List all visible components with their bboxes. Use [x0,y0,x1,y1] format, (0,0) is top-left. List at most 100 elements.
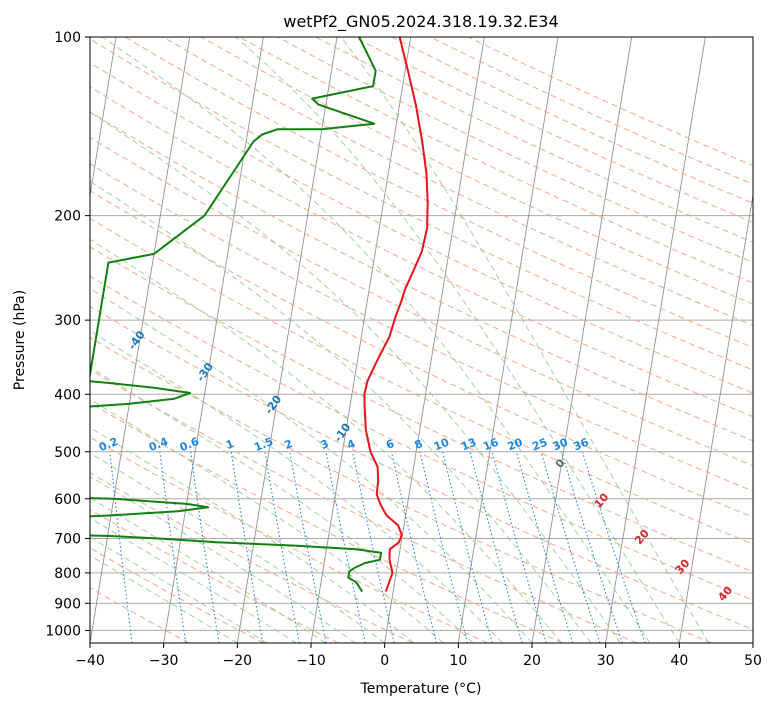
moist-adiabat-line [90,554,238,643]
mixing-ratio-label: 2 [283,437,295,452]
moist-adiabat-line [90,111,621,643]
moist-adiabat-line [90,366,474,643]
isotherm-line [457,37,559,643]
x-tick-label: −10 [296,653,326,669]
mixing-ratio-label: 4 [345,437,357,452]
dry-adiabat-line [90,369,638,643]
dry-adiabat-line [124,37,753,349]
x-tick-label: 40 [670,653,688,669]
y-axis-label: Pressure (hPa) [12,290,28,390]
isotherm-line [90,37,117,199]
mixing-ratio-label: 20 [506,436,525,454]
y-axis-ticks: 100 200 300 400 500 600 700 800 900 1000 [45,30,90,639]
y-tick-label: 600 [54,492,81,508]
mixing-ratio-label: 25 [530,436,549,454]
mixing-ratio-line [352,451,395,643]
dewpoint-profile-line [90,37,383,593]
dry-adiabat-line [391,37,753,204]
isotherm-line [90,37,191,643]
x-tick-label: 0 [380,653,389,669]
dry-adiabat-line [90,111,753,442]
moist-adiabat-line [90,238,562,643]
moist-adiabat-line [90,475,356,643]
moist-adiabat-line [90,287,533,643]
mixing-ratio-label: 16 [481,436,500,454]
y-tick-label: 100 [54,30,81,46]
x-tick-label: 20 [523,653,541,669]
moist-adiabat-line [340,37,710,643]
mixing-ratio-line [159,451,187,643]
dry-adiabat-line [90,38,753,371]
dry-adiabat-line [315,37,753,243]
mixing-ratio-line [109,451,133,643]
mixing-ratio-line [561,451,623,643]
mixing-ratio-line [230,451,264,643]
isotherm-label: -50 [60,281,82,305]
x-tick-label: 50 [744,653,762,669]
temperature-profile-line [363,37,429,592]
dry-adiabat-line [90,190,753,518]
y-tick-label: 400 [54,387,81,403]
moist-adiabat-line [90,180,592,643]
dry-adiabat-line [90,402,563,643]
mixing-ratio-line [491,451,547,643]
isotherm-line [384,37,485,643]
y-tick-label: 300 [54,313,81,329]
mixing-ratio-line [581,451,646,643]
dry-adiabat-line [90,86,753,418]
dry-adiabat-line [162,37,753,327]
mixing-ratio-label: 36 [572,436,591,454]
dry-adiabat-line [429,37,753,185]
x-tick-label: −20 [223,653,253,669]
moist-adiabat-label: 20 [632,527,652,547]
dry-adiabat-line [277,37,753,263]
moist-adiabat-label: 10 [592,490,612,510]
mixing-ratio-lines [109,451,646,643]
dry-adiabat-line [90,587,190,643]
dry-adiabat-line [90,217,753,545]
mixing-ratio-label: 10 [432,436,451,454]
isobar-grid [90,37,753,631]
isotherm-line [678,192,753,643]
x-tick-label: 10 [449,653,467,669]
mixing-ratio-line [190,451,220,643]
dry-adiabat-line [90,436,488,643]
dry-adiabat-line [90,336,712,643]
mixing-ratio-line [289,451,327,643]
x-axis-ticks: −40 −30 −20 −10 0 10 20 30 40 50 [75,643,762,669]
y-tick-label: 200 [54,209,81,225]
mixing-ratio-label: 13 [459,436,478,454]
dry-adiabat-line [239,37,753,284]
dry-adiabat-line [90,472,414,643]
moist-adiabats [90,37,710,643]
mixing-ratio-line [419,451,469,643]
moist-adiabat-line [90,497,326,643]
moist-adiabat-line [90,398,444,643]
x-tick-label: −30 [149,653,179,669]
isotherm-label: -40 [126,328,148,352]
dry-adiabat-line [90,508,339,643]
mixing-ratio-line [515,451,574,643]
moist-adiabat-line [90,426,415,643]
isotherm-line [163,37,264,643]
mixing-ratio-line [325,451,366,643]
x-axis-label: Temperature (°C) [360,681,482,697]
y-tick-label: 500 [54,445,81,461]
mixing-ratio-line [540,451,601,643]
moist-adiabat-line [90,330,503,643]
mixing-ratio-label: 8 [413,437,425,452]
mixing-ratio-label: 3 [319,437,331,452]
mixing-ratio-label: 6 [384,437,396,452]
moist-adiabat-line [90,452,385,643]
isotherm-label: -30 [194,360,216,384]
moist-adiabat-line [90,536,268,643]
isotherm-line [752,640,753,643]
mixing-ratio-line [390,451,437,643]
y-tick-label: 900 [54,596,81,612]
isotherm-line [236,37,338,643]
x-tick-label: −40 [75,653,105,669]
y-tick-label: 1000 [45,623,81,639]
isotherm-label: -60 [0,237,15,261]
dry-adiabat-line [353,37,753,224]
dry-adiabat-line [90,305,753,631]
